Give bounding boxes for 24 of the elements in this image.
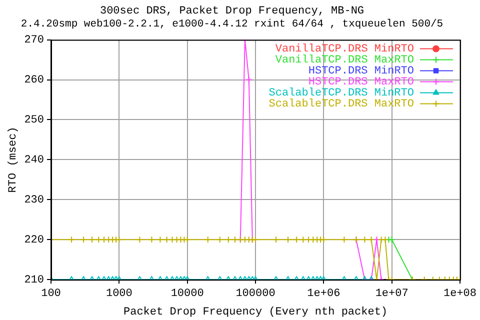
- y-tick-label: 270: [24, 34, 44, 47]
- y-axis-title: RTO (msec): [8, 126, 20, 193]
- x-tick-label: 100000: [236, 288, 276, 300]
- legend-label: VanillaTCP.DRS MaxRTO: [275, 54, 414, 67]
- x-tick-label: 100: [41, 288, 61, 300]
- legend-label: ScalableTCP.DRS MaxRTO: [268, 98, 414, 111]
- y-tick-label: 250: [24, 114, 44, 127]
- legend-label: ScalableTCP.DRS MinRTO: [268, 88, 414, 100]
- chart-subtitle: 2.4.20smp web100-2.2.1, e1000-4.4.12 rxint 64/64 , txqueuelen 500/5: [20, 18, 444, 30]
- legend-label: HSTCP.DRS MinRTO: [308, 66, 414, 78]
- y-tick-label: 230: [24, 194, 44, 207]
- x-tick-label: 1000: [106, 288, 132, 300]
- y-tick-label: 220: [24, 234, 44, 247]
- x-tick-label: 1e+06: [307, 288, 340, 300]
- y-tick-label: 210: [24, 274, 44, 287]
- x-tick-label: 1e+07: [375, 288, 408, 300]
- legend-label: VanillaTCP.DRS MinRTO: [275, 44, 414, 56]
- x-tick-label: 10000: [170, 288, 204, 300]
- legend-label: HSTCP.DRS MaxRTO: [308, 76, 414, 89]
- y-tick-label: 240: [24, 154, 44, 167]
- x-tick-label: 1e+08: [443, 288, 477, 300]
- chart-title: 300sec DRS, Packet Drop Frequency, MB-NG: [100, 6, 364, 18]
- x-axis-title: Packet Drop Frequency (Every nth packet): [123, 306, 388, 318]
- y-tick-label: 260: [24, 74, 44, 87]
